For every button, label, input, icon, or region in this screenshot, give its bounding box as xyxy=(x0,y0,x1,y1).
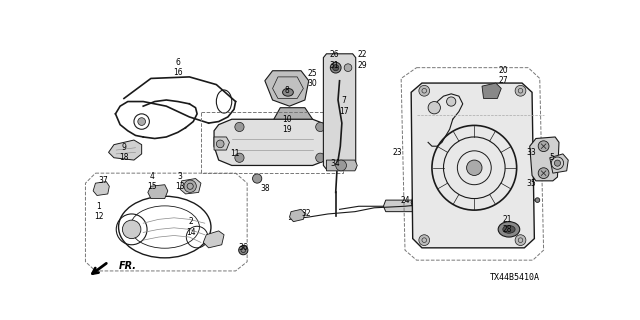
Circle shape xyxy=(515,85,526,96)
Text: 5: 5 xyxy=(550,153,555,162)
Circle shape xyxy=(344,64,352,71)
Circle shape xyxy=(333,65,339,71)
Text: 2
14: 2 14 xyxy=(186,217,196,237)
Text: FR.: FR. xyxy=(118,261,136,271)
Circle shape xyxy=(330,62,341,73)
Text: 38: 38 xyxy=(260,184,270,193)
Text: 6
16: 6 16 xyxy=(173,58,182,77)
Circle shape xyxy=(235,153,244,162)
Text: 25
30: 25 30 xyxy=(307,69,317,88)
Text: 3
13: 3 13 xyxy=(175,172,185,191)
Circle shape xyxy=(316,122,325,132)
Circle shape xyxy=(428,101,440,114)
Text: 1
12: 1 12 xyxy=(94,202,103,221)
Polygon shape xyxy=(214,137,230,150)
Circle shape xyxy=(535,198,540,203)
Polygon shape xyxy=(482,83,501,99)
Text: 34: 34 xyxy=(330,159,340,168)
Polygon shape xyxy=(93,182,109,196)
Polygon shape xyxy=(214,119,332,165)
Circle shape xyxy=(216,140,224,148)
Polygon shape xyxy=(323,54,356,169)
Text: 26
31: 26 31 xyxy=(330,50,339,70)
Polygon shape xyxy=(411,198,445,208)
Polygon shape xyxy=(204,231,224,248)
Text: 35: 35 xyxy=(527,179,536,188)
Circle shape xyxy=(419,85,429,96)
Ellipse shape xyxy=(498,222,520,237)
Text: 37: 37 xyxy=(99,176,108,185)
Text: 24: 24 xyxy=(400,196,410,204)
Text: 9
18: 9 18 xyxy=(119,143,129,162)
Polygon shape xyxy=(273,108,312,139)
Text: 22
29: 22 29 xyxy=(358,50,367,70)
Circle shape xyxy=(419,235,429,245)
Polygon shape xyxy=(530,137,559,181)
Polygon shape xyxy=(148,185,168,198)
Circle shape xyxy=(235,122,244,132)
Text: 4
15: 4 15 xyxy=(148,172,157,191)
Text: 32: 32 xyxy=(301,210,310,219)
Text: 8: 8 xyxy=(285,86,290,95)
Circle shape xyxy=(447,97,456,106)
Circle shape xyxy=(239,245,248,255)
Circle shape xyxy=(122,220,141,239)
Circle shape xyxy=(467,160,482,175)
Circle shape xyxy=(515,235,526,245)
Text: 20
27: 20 27 xyxy=(499,66,508,85)
Text: 11: 11 xyxy=(230,149,240,158)
Circle shape xyxy=(511,185,517,191)
Circle shape xyxy=(138,118,145,125)
Circle shape xyxy=(316,153,325,162)
Circle shape xyxy=(538,141,549,152)
Text: 36: 36 xyxy=(239,243,248,252)
Polygon shape xyxy=(383,200,419,212)
Polygon shape xyxy=(109,140,141,160)
Polygon shape xyxy=(550,154,568,173)
Text: 33: 33 xyxy=(527,148,536,157)
Circle shape xyxy=(336,160,346,171)
Ellipse shape xyxy=(503,226,515,233)
Text: 7
17: 7 17 xyxy=(339,96,348,116)
Polygon shape xyxy=(326,160,357,171)
Polygon shape xyxy=(289,209,305,222)
Text: 10
19: 10 19 xyxy=(282,115,291,134)
Text: 21
28: 21 28 xyxy=(502,215,512,235)
Circle shape xyxy=(253,174,262,183)
Polygon shape xyxy=(411,83,534,248)
Polygon shape xyxy=(265,71,308,106)
Circle shape xyxy=(554,160,561,166)
Circle shape xyxy=(538,168,549,179)
Text: TX44B5410A: TX44B5410A xyxy=(490,273,540,282)
Text: 23: 23 xyxy=(393,148,403,157)
Circle shape xyxy=(184,180,196,192)
Ellipse shape xyxy=(283,88,293,96)
Polygon shape xyxy=(180,179,201,194)
